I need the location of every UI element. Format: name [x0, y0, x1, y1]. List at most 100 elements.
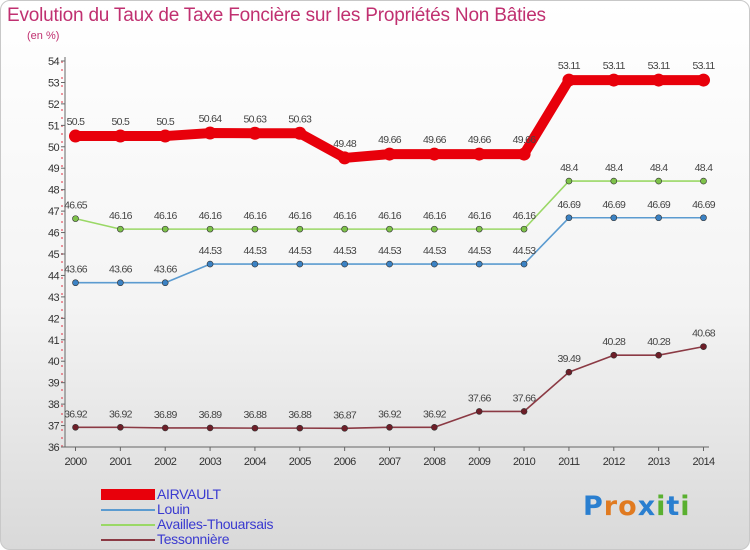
data-point [610, 177, 618, 185]
data-label: 46.16 [109, 210, 133, 222]
data-point [293, 126, 307, 140]
data-label: 48.4 [560, 162, 578, 174]
data-label: 49.66 [423, 134, 447, 146]
data-point [427, 147, 441, 161]
data-point [206, 424, 214, 432]
data-point [69, 129, 82, 143]
data-label: 46.69 [602, 199, 626, 211]
data-point [431, 260, 438, 268]
data-label: 36.89 [154, 409, 178, 421]
data-label: 36.88 [288, 409, 312, 421]
data-label: 40.28 [647, 336, 671, 348]
data-point [431, 423, 438, 431]
data-label: 50.63 [288, 113, 312, 125]
data-label: 44.53 [468, 245, 492, 257]
data-point [158, 129, 172, 143]
logo-letter: i [680, 491, 691, 522]
data-point [383, 147, 396, 161]
data-label: 49.48 [333, 138, 357, 150]
chart-title: Evolution du Taux de Taxe Foncière sur l… [7, 5, 546, 26]
data-point [517, 147, 531, 161]
y-tick-label: 45 [48, 249, 60, 261]
data-point [251, 260, 259, 268]
data-point [341, 260, 348, 268]
data-label: 44.53 [288, 245, 312, 257]
legend-item: Tessonnière [101, 532, 273, 547]
data-point [607, 73, 621, 87]
logo-letter: P [583, 491, 604, 522]
data-label: 46.69 [558, 199, 582, 211]
logo-letter: t [666, 491, 681, 522]
data-label: 43.66 [64, 264, 88, 276]
data-point [341, 425, 348, 432]
logo-letter: x [637, 491, 657, 522]
data-label: 36.87 [333, 409, 357, 421]
data-point [475, 260, 483, 268]
y-tick-label: 46 [48, 228, 60, 240]
data-label: 46.69 [647, 199, 671, 211]
x-tick-label: 2003 [199, 456, 222, 468]
data-label: 36.92 [423, 408, 447, 420]
x-tick-label: 2014 [692, 456, 715, 468]
x-tick-label: 2012 [603, 456, 626, 468]
data-label: 50.5 [156, 116, 174, 128]
chart-subtitle: (en %) [27, 30, 60, 42]
x-tick-label: 2011 [558, 456, 580, 468]
data-point [520, 225, 528, 233]
data-point [565, 177, 573, 185]
data-label: 39.49 [558, 353, 582, 365]
x-tick-label: 2001 [109, 456, 132, 468]
data-point [161, 225, 169, 233]
data-label: 37.66 [513, 392, 537, 404]
legend-label: AIRVAULT [157, 486, 221, 502]
data-label: 37.66 [468, 392, 492, 404]
y-tick-label: 53 [48, 77, 60, 89]
x-tick-label: 2009 [468, 456, 491, 468]
data-point [72, 215, 79, 222]
y-tick-label: 48 [48, 185, 60, 197]
data-label: 36.92 [64, 408, 88, 420]
data-point [475, 225, 483, 233]
data-label: 50.63 [244, 113, 268, 125]
data-label: 53.11 [603, 60, 626, 72]
data-point [296, 424, 304, 432]
y-tick-label: 44 [48, 270, 60, 282]
data-label: 50.64 [199, 113, 223, 125]
legend-swatch [101, 508, 155, 511]
data-label: 40.68 [692, 328, 716, 340]
data-label: 50.5 [67, 116, 85, 128]
data-point [386, 423, 393, 431]
data-point [161, 279, 169, 287]
data-point [610, 214, 618, 222]
data-point [520, 408, 528, 415]
logo-letter: i [656, 491, 667, 522]
y-tick-label: 47 [48, 206, 60, 218]
x-tick-label: 2002 [154, 456, 177, 468]
x-tick-label: 2010 [513, 456, 536, 468]
data-label: 46.16 [199, 210, 223, 222]
y-tick-label: 36 [48, 442, 60, 454]
data-point [117, 423, 124, 431]
data-point [655, 214, 662, 222]
data-label: 49.66 [513, 134, 537, 146]
data-point [386, 225, 393, 233]
y-tick-label: 39 [48, 378, 60, 390]
data-label: 46.16 [513, 210, 537, 222]
data-point [296, 225, 304, 233]
data-point [562, 73, 576, 87]
data-label: 43.66 [109, 264, 133, 276]
data-label: 53.11 [648, 60, 671, 72]
data-point [565, 214, 573, 222]
data-label: 53.11 [558, 60, 581, 72]
data-point [206, 225, 214, 233]
x-tick-label: 2006 [334, 456, 357, 468]
y-tick-label: 40 [48, 356, 60, 368]
data-point [251, 225, 259, 233]
legend-swatch [101, 538, 155, 541]
data-point [431, 225, 438, 233]
data-point [386, 260, 393, 268]
data-point [700, 177, 707, 185]
legend-item: AIRVAULT [101, 487, 273, 502]
proxiti-logo: Proxiti [583, 491, 691, 522]
